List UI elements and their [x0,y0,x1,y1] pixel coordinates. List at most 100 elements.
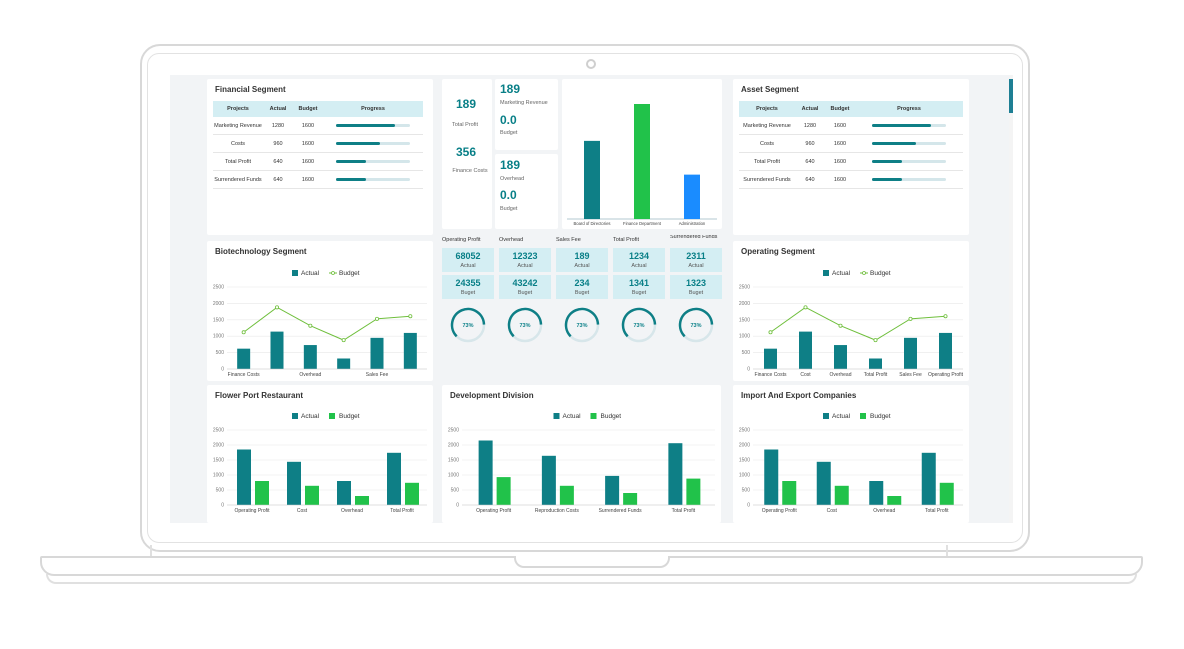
bar-budget [355,496,369,505]
department-bar-chart: Board of Directories Finance Department Ad… [567,104,717,226]
bar-budget [255,481,269,505]
stat-column-header: Operating Profit [442,237,481,243]
bar-actual [869,481,884,505]
stat-value: 2311 [686,251,706,261]
x-tick-label: Total Profit [864,372,888,378]
legend-budget-label: Budget [601,413,622,420]
cell-progress [855,117,963,135]
stat-cell-actual: 68052 Actual [442,248,494,272]
bar-actual [869,358,882,369]
bar [634,104,650,219]
table-row: Total Profit 640 1600 [213,152,423,171]
x-tick-label: Surrendered Funds [599,508,643,514]
laptop-base-bottom [46,574,1137,584]
y-tick-label: 2500 [213,428,224,434]
y-tick-label: 2500 [213,285,224,291]
bar-budget [887,496,902,505]
y-tick-label: 1000 [739,334,750,340]
x-tick-label: Overhead [830,372,852,378]
legend-actual-label: Actual [832,270,851,277]
bar-actual [605,475,620,505]
gauge-arc [621,307,657,338]
y-tick-label: 500 [742,350,751,356]
bar-actual [816,461,831,505]
cell-actual: 960 [795,134,825,153]
cell-progress [855,152,963,171]
stat-value: 43242 [512,278,538,288]
progress-bar [872,123,946,127]
col-header-budget: Budget [293,101,323,117]
budget-point [838,323,843,328]
legend-actual-label: Actual [563,413,582,420]
table-row: Surrendered Funds 640 1600 [739,170,963,189]
kpi-card-left: 189 Total Profit 356 Finance Costs [442,79,492,229]
overhead-label: Overhead [500,176,525,182]
col-header-projects: Projects [213,101,263,117]
bar-actual [764,449,779,505]
bar-budget [623,493,638,505]
cell-progress [855,170,963,189]
flower-port-bar-chart: Actual Budget 0 500 1000 1500 2000 2500 Operatin… [213,413,427,514]
scrollbar-thumb[interactable] [1009,79,1013,113]
stat-column-header: Total Profit [613,237,639,243]
stat-value: 24355 [455,278,481,288]
budget-line [243,306,411,341]
cell-project: Marketing Revenue [213,117,263,135]
col-header-budget: Budget [825,101,855,117]
laptop-bezel [147,53,1023,543]
overhead-value: 189 [500,158,521,172]
progress-bar [336,177,410,181]
y-tick-label: 1500 [213,458,224,464]
y-tick-label: 1500 [739,317,750,323]
col-header-actual: Actual [795,101,825,117]
bar-budget [782,481,797,505]
col-header-projects: Projects [739,101,795,117]
legend-budget-label: Budget [339,270,360,277]
legend-budget-label: Budget [870,413,891,420]
stat-label: Actual [460,263,476,269]
y-tick-label: 2000 [739,443,750,449]
bar-actual [904,337,917,369]
cell-actual: 640 [263,152,293,171]
legend-actual-swatch [823,270,829,276]
cell-actual: 640 [795,170,825,189]
cell-actual: 1280 [795,117,825,135]
cell-budget: 1600 [825,152,855,171]
x-tick-label: Sales Fee [899,372,922,378]
budget-point [241,330,246,335]
legend-actual-swatch [292,270,298,276]
x-tick-label: Sales Fee [366,372,389,378]
vertical-scrollbar[interactable] [1009,75,1013,523]
stat-value: 68052 [455,251,481,261]
cell-actual: 640 [795,152,825,171]
x-tick-label: Overhead [341,508,363,514]
y-tick-label: 500 [742,488,751,494]
gauge-ring: 73% [564,307,600,343]
y-tick-label: 0 [456,503,459,509]
asset-table-body: Marketing Revenue 1280 1600 Costs 960 1600 Tot… [739,117,963,189]
stat-cell-budget: 1323 Buget [670,275,722,299]
stat-column-header: Overhead [499,237,524,243]
gauge-label: 73% [462,323,473,329]
kpi-card-overhead: 189 Overhead 0.0 Budget [495,154,558,229]
bar-actual [834,345,847,369]
overhead-budget-value: 0.0 [500,188,517,202]
y-tick-label: 1500 [739,458,750,464]
gauge-ring: 73% [678,307,714,343]
y-tick-label: 1500 [213,317,224,323]
bar [584,140,600,219]
bar-actual [287,461,301,505]
y-tick-label: 1500 [448,458,459,464]
cell-actual: 1280 [263,117,293,135]
cell-progress [323,117,423,135]
bar-budget [834,485,849,505]
col-header-progress: Progress [855,101,963,117]
budget-point [768,330,773,335]
budget-point [341,338,346,343]
stat-label: Buget [688,290,704,296]
stat-cell-budget: 24355 Buget [442,275,494,299]
bar-actual [541,455,556,505]
stat-label: Actual [688,263,704,269]
y-tick-label: 2500 [739,428,750,434]
stat-value: 234 [574,278,590,288]
